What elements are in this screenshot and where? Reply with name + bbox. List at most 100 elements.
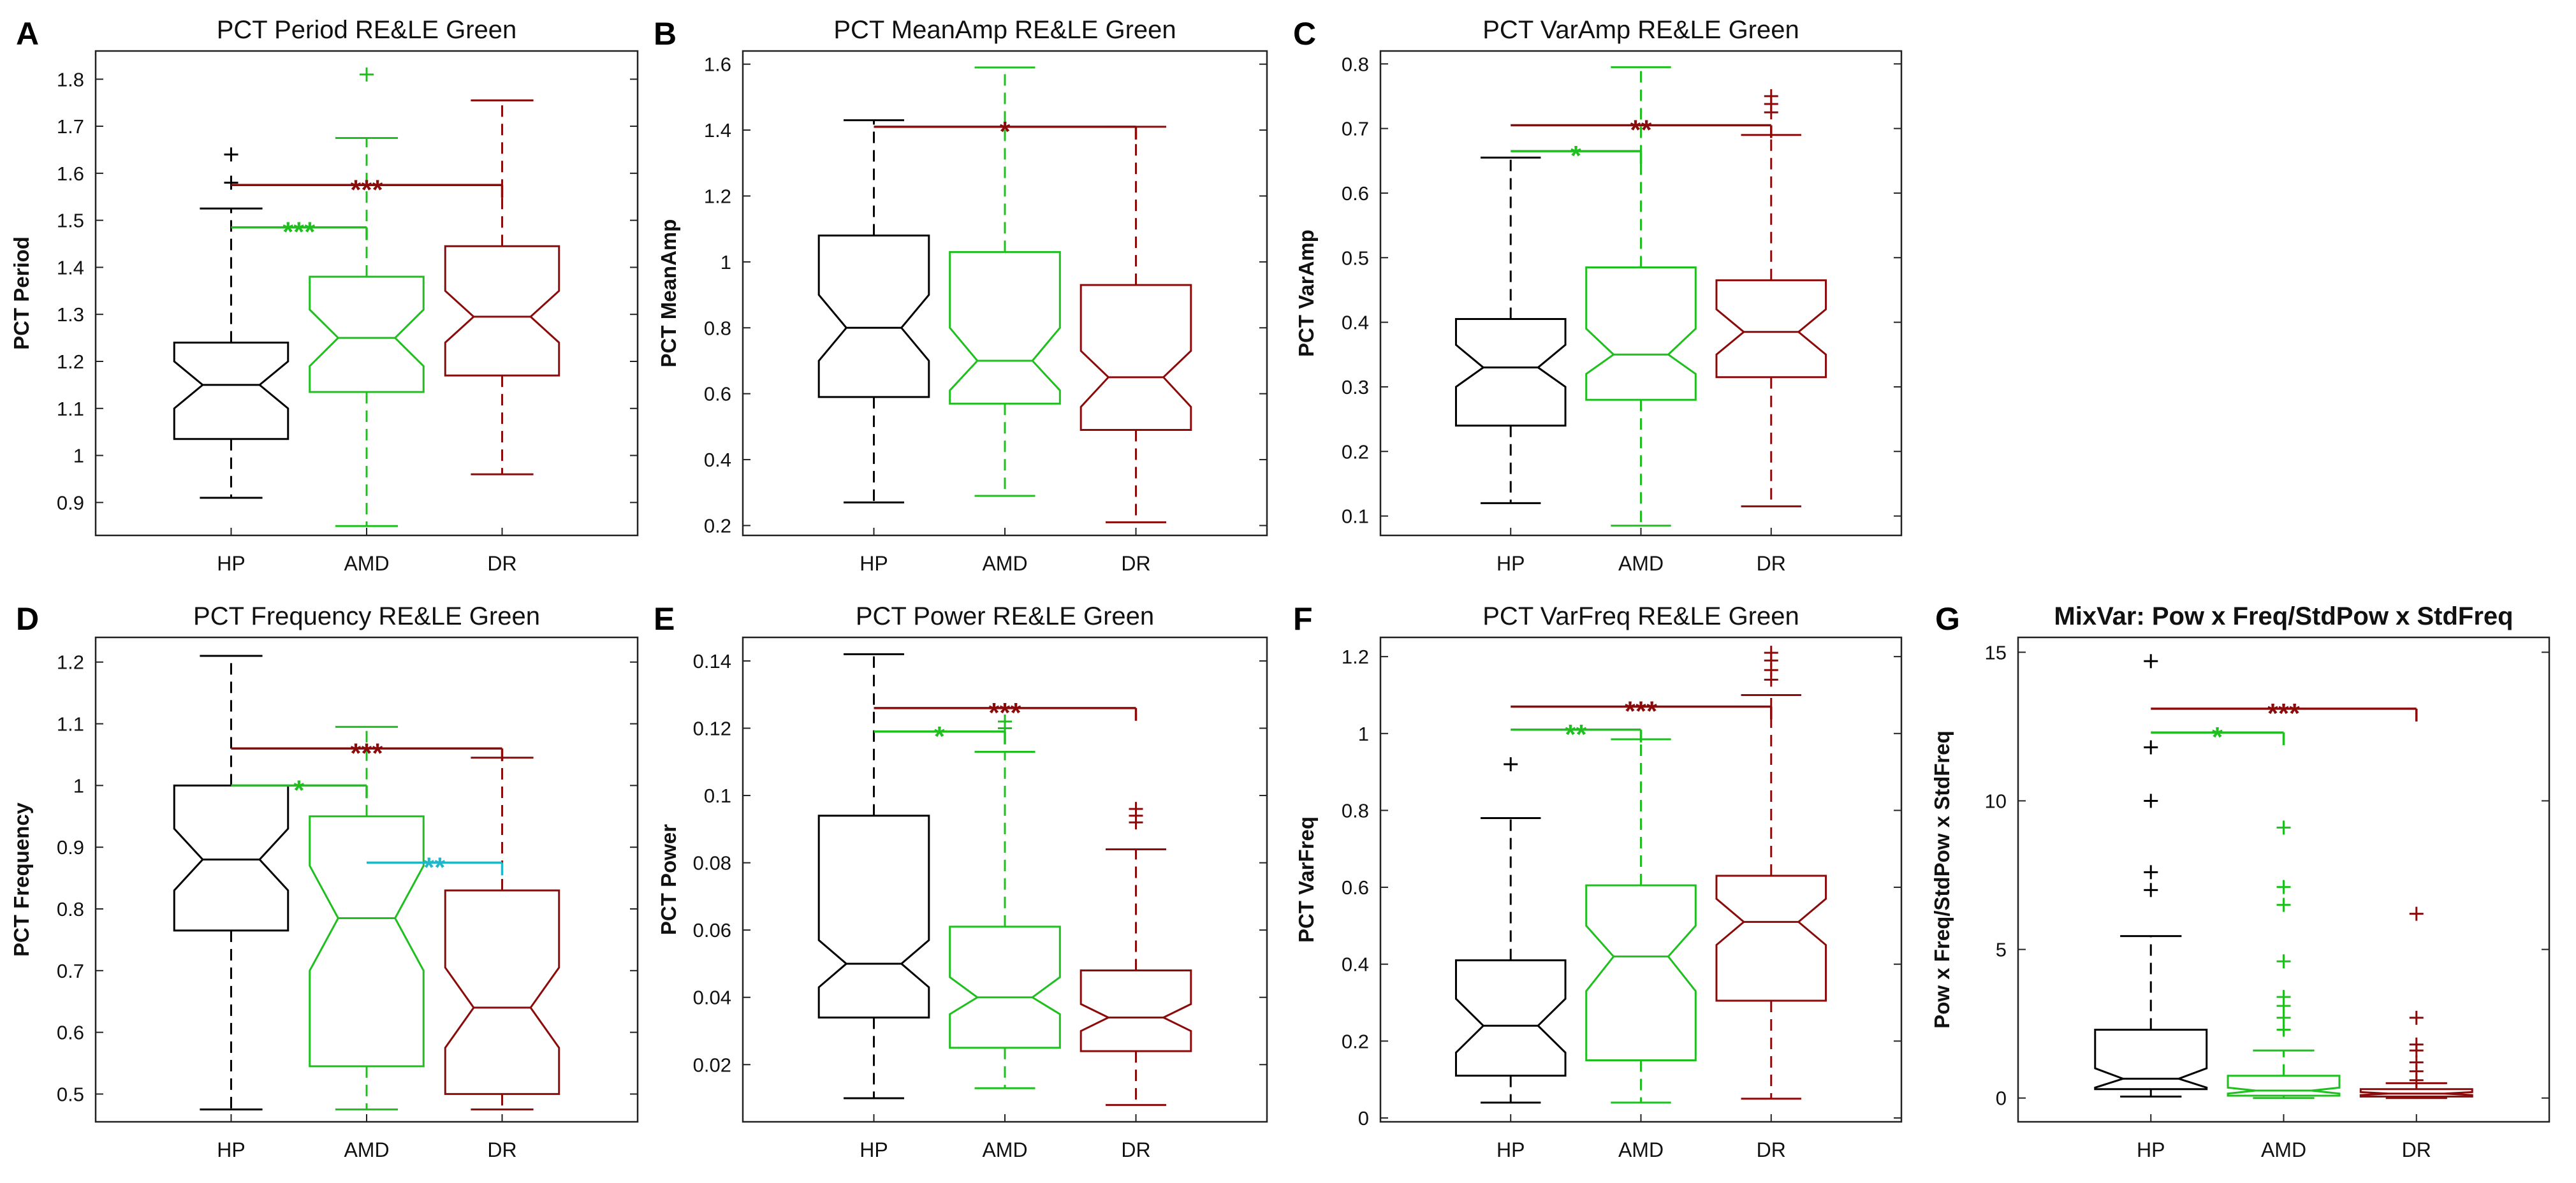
- significance-stars: *: [2212, 722, 2223, 753]
- significance-bracket: ***: [231, 174, 504, 205]
- y-axis-label: PCT VarAmp: [1294, 229, 1318, 357]
- significance-bracket: *: [231, 774, 368, 806]
- y-tick-label: 1.7: [57, 115, 84, 138]
- x-tick-label: HP: [860, 552, 888, 575]
- x-tick-label: AMD: [2261, 1138, 2306, 1161]
- y-tick-label: 0.8: [1342, 799, 1369, 822]
- y-tick-label: 1.4: [704, 119, 731, 142]
- y-tick-label: 15: [1985, 641, 2007, 664]
- outlier-marker: [1764, 89, 1778, 103]
- box-AMD: [949, 66, 1061, 497]
- box-AMD: [1585, 738, 1697, 1104]
- y-tick-label: 0.2: [1342, 440, 1369, 463]
- box-body: [1454, 959, 1567, 1077]
- significance-stars: *: [293, 774, 305, 806]
- y-tick-label: 0.7: [1342, 118, 1369, 140]
- x-tick-label: HP: [217, 552, 245, 575]
- box-DR: [2359, 906, 2473, 1100]
- significance-stars: ***: [350, 737, 383, 769]
- x-tick-label: DR: [1121, 1138, 1150, 1161]
- chart-title: PCT MeanAmp RE&LE Green: [833, 16, 1176, 44]
- y-tick-label: 0.14: [693, 650, 731, 672]
- y-axis-label: PCT VarFreq: [1294, 816, 1318, 943]
- box-DR: [444, 757, 560, 1111]
- y-tick-label: 1.3: [57, 303, 84, 326]
- y-tick-label: 1.2: [57, 351, 84, 373]
- y-axis-label: PCT Period: [10, 236, 33, 350]
- chart-title: PCT Frequency RE&LE Green: [193, 602, 540, 630]
- outlier-marker: [2409, 1037, 2424, 1052]
- panel-letter: F: [1293, 601, 1313, 637]
- significance-bracket: **: [1511, 115, 1773, 146]
- significance-stars: ***: [282, 217, 316, 248]
- x-tick-label: AMD: [344, 552, 389, 575]
- box-body: [1079, 284, 1192, 432]
- y-tick-label: 0.6: [1342, 876, 1369, 899]
- axes-box: [94, 636, 639, 1123]
- x-tick-label: DR: [1757, 1138, 1786, 1161]
- y-tick-label: 1: [721, 251, 731, 273]
- box-HP: [1454, 156, 1567, 504]
- chart-title: PCT VarFreq RE&LE Green: [1482, 602, 1799, 630]
- box-body: [817, 235, 930, 398]
- significance-stars: *: [1570, 140, 1582, 171]
- panel-letter: E: [654, 601, 675, 637]
- box-body: [309, 275, 425, 393]
- x-tick-label: DR: [487, 1138, 516, 1161]
- significance-stars: ***: [350, 174, 383, 205]
- x-tick-label: HP: [1497, 552, 1525, 575]
- y-tick-label: 0.8: [1342, 53, 1369, 75]
- outlier-marker: [2409, 906, 2424, 921]
- box-body: [1454, 318, 1567, 427]
- box-body: [1715, 875, 1827, 1002]
- box-DR: [444, 99, 560, 475]
- panel-E: E PCT Power RE&LE Green PCT Power 0.02 0.04 0…: [654, 601, 1268, 1161]
- significance-stars: *: [999, 116, 1011, 147]
- panel-letter: B: [654, 16, 677, 52]
- y-tick-label: 10: [1985, 790, 2007, 812]
- outlier-marker: [2144, 865, 2158, 880]
- chart-title: MixVar: Pow x Freq/StdPow x StdFreq: [2054, 602, 2513, 630]
- y-tick-label: 1.6: [57, 163, 84, 185]
- outlier-marker: [2409, 1055, 2424, 1070]
- box-body: [444, 245, 560, 377]
- panel-C: C PCT VarAmp RE&LE Green PCT VarAmp 0.1 0.2 0…: [1293, 16, 1903, 575]
- outlier-marker: [2276, 954, 2291, 969]
- box-HP: [817, 119, 930, 504]
- panel-B: B PCT MeanAmp RE&LE Green PCT MeanAmp 0.2 0.…: [654, 16, 1268, 575]
- y-tick-label: 0: [1996, 1087, 2007, 1110]
- y-axis-label: Pow x Freq/StdPow x StdFreq: [1930, 730, 1954, 1029]
- box-body: [444, 889, 560, 1095]
- outlier-marker: [224, 175, 238, 190]
- box-AMD: [309, 725, 425, 1111]
- box-HP: [817, 653, 930, 1100]
- box-body: [817, 815, 930, 1019]
- outlier-marker: [1504, 757, 1518, 772]
- y-tick-label: 0.1: [704, 785, 731, 807]
- chart-title: PCT VarAmp RE&LE Green: [1482, 16, 1799, 44]
- box-body: [309, 815, 425, 1068]
- outlier-marker: [2276, 897, 2291, 912]
- outlier-marker: [360, 67, 374, 82]
- significance-bracket: *: [1511, 140, 1643, 171]
- x-tick-label: AMD: [1618, 1138, 1664, 1161]
- significance-bracket: ***: [231, 217, 368, 248]
- outlier-marker: [2276, 1010, 2291, 1025]
- box-body: [1585, 266, 1697, 401]
- y-tick-label: 1.2: [57, 651, 84, 674]
- x-tick-label: HP: [217, 1138, 245, 1161]
- box-DR: [1715, 646, 1827, 1100]
- box-body: [949, 250, 1061, 405]
- y-tick-label: 0.2: [1342, 1030, 1369, 1052]
- panel-letter: G: [1935, 601, 1960, 637]
- x-tick-label: DR: [487, 552, 516, 575]
- outlier-marker: [2276, 880, 2291, 894]
- y-tick-label: 1.8: [57, 68, 84, 91]
- y-tick-label: 1.6: [704, 54, 731, 76]
- y-tick-label: 0: [1358, 1107, 1369, 1129]
- outlier-marker: [1129, 802, 1143, 816]
- box-AMD: [2227, 820, 2341, 1100]
- y-tick-label: 1.5: [57, 210, 84, 232]
- x-tick-label: DR: [1757, 552, 1786, 575]
- box-body: [1585, 884, 1697, 1061]
